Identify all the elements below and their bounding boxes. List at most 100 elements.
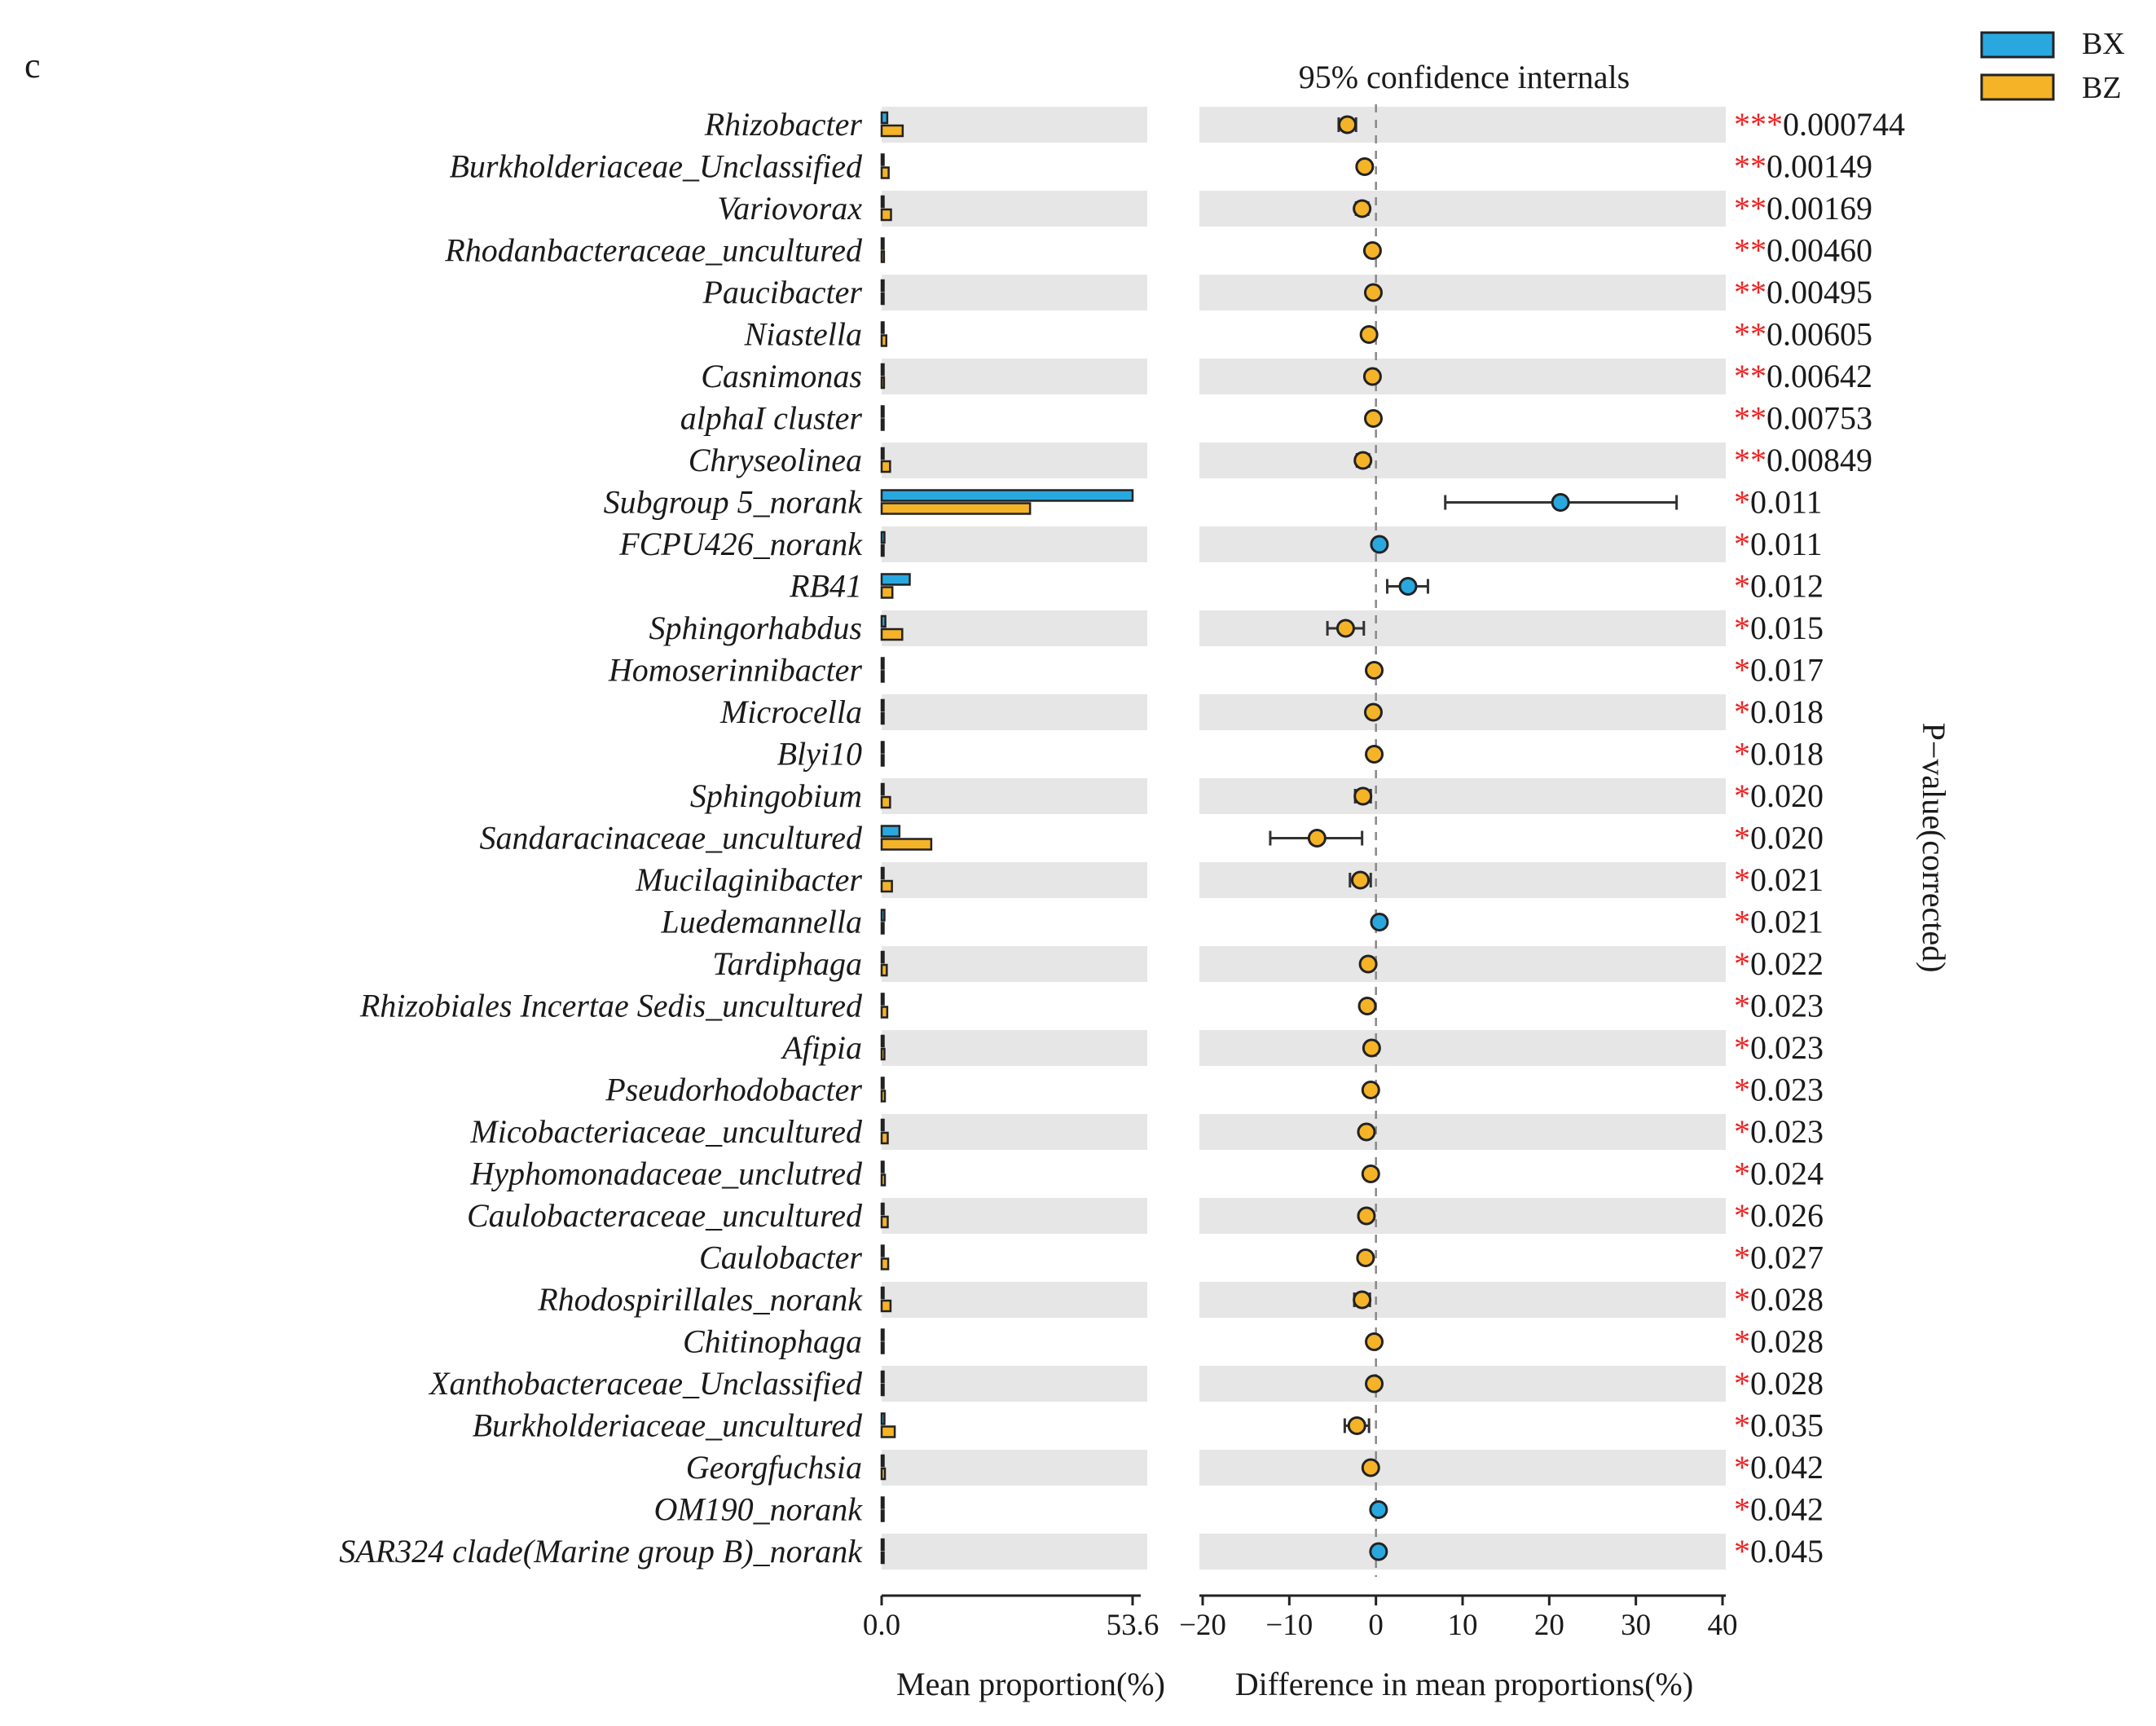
p-value: 0.028	[1750, 1281, 1824, 1318]
row-stripes	[882, 107, 1726, 1570]
p-value: 0.00149	[1767, 148, 1872, 185]
significance-stars: **	[1734, 148, 1767, 185]
taxon-label: Chitinophaga	[683, 1323, 862, 1360]
p-value-label: *0.012	[1734, 568, 1824, 605]
bar-bx	[880, 153, 885, 166]
significance-stars: *	[1734, 736, 1750, 773]
bar-bx	[880, 195, 885, 209]
p-value: 0.042	[1750, 1491, 1824, 1528]
bar-bx	[880, 1160, 885, 1173]
bar-bz	[880, 1090, 887, 1103]
bar-bx	[880, 1118, 885, 1132]
diff-row-stripe	[1199, 694, 1726, 730]
diff-row-stripe	[1199, 1450, 1726, 1486]
bar-bz	[880, 838, 933, 851]
bar-bz	[880, 208, 892, 222]
diff-row-stripe	[1199, 1366, 1726, 1402]
diff-row-stripe	[1199, 1534, 1726, 1570]
diff-point	[1398, 577, 1418, 596]
significance-stars: *	[1734, 945, 1750, 982]
bar-bz	[880, 586, 894, 599]
significance-stars: *	[1734, 1113, 1750, 1150]
p-value-label: *0.042	[1734, 1449, 1824, 1486]
p-value-label: *0.022	[1734, 945, 1824, 982]
bar-bz	[880, 711, 885, 725]
taxon-label: OM190_norank	[653, 1491, 863, 1528]
bar-bx	[880, 237, 885, 250]
p-value-label: *0.017	[1734, 652, 1824, 689]
bar-bz	[880, 1047, 886, 1061]
diff-point	[1370, 535, 1389, 554]
p-value: 0.015	[1750, 610, 1824, 646]
significance-stars: *	[1734, 1323, 1750, 1360]
confidence-interval-markers	[1269, 115, 1679, 1561]
bar-bz	[880, 1467, 887, 1481]
taxon-label: alphaI cluster	[680, 400, 863, 437]
bar-bz	[880, 1257, 890, 1270]
taxon-label: Variovorax	[717, 190, 862, 227]
bar-bx	[880, 1286, 885, 1300]
diff-row-stripe	[1199, 1030, 1726, 1066]
diff-row-stripe	[1199, 610, 1726, 646]
bar-row-stripe	[882, 778, 1147, 814]
p-value: 0.023	[1750, 1113, 1824, 1150]
p-value: 0.018	[1750, 693, 1824, 730]
p-value-label: *0.020	[1734, 820, 1824, 856]
bar-bx	[880, 489, 1134, 502]
diff-point	[1361, 1081, 1380, 1099]
p-value-label: *0.028	[1734, 1323, 1824, 1360]
p-value: 0.000744	[1783, 106, 1905, 143]
p-value: 0.023	[1750, 1029, 1824, 1066]
diff-row-stripe	[1199, 778, 1726, 814]
significance-stars: *	[1734, 610, 1750, 646]
p-value: 0.022	[1750, 945, 1824, 982]
diff-point	[1363, 702, 1383, 722]
bar-bz	[880, 963, 888, 977]
diff-point	[1551, 493, 1570, 512]
bar-row-stripe	[882, 1114, 1147, 1150]
taxon-label: Casnimonas	[701, 358, 862, 394]
p-value-label: *0.011	[1734, 526, 1823, 562]
p-value: 0.00753	[1767, 400, 1872, 437]
p-value: 0.045	[1750, 1533, 1824, 1570]
legend-label-bz: BZ	[2082, 71, 2122, 105]
p-value-label: *0.023	[1734, 1029, 1824, 1066]
significance-stars: *	[1734, 1533, 1750, 1570]
p-value-label: **0.00169	[1734, 190, 1872, 227]
bar-bx	[880, 1328, 885, 1341]
bar-row-stripe	[882, 275, 1147, 310]
p-value: 0.012	[1750, 568, 1824, 605]
significance-stars: *	[1734, 526, 1750, 562]
taxon-label: Homoserinnibacter	[608, 652, 863, 689]
diff-row-stripe	[1199, 107, 1726, 143]
diff-point	[1362, 1038, 1381, 1058]
bar-bx	[880, 782, 885, 796]
bar-bz	[880, 922, 885, 935]
p-value: 0.00642	[1767, 358, 1872, 394]
taxon-label: Hyphomonadaceae_unclutred	[469, 1156, 863, 1192]
p-value-label: *0.011	[1734, 484, 1823, 521]
bar-bx	[880, 866, 885, 880]
diff-point	[1362, 367, 1382, 386]
significance-stars: *	[1734, 1365, 1750, 1402]
p-value-label: **0.00605	[1734, 316, 1872, 353]
taxon-label: Microcella	[719, 693, 862, 730]
bar-bz	[880, 1383, 885, 1397]
p-value-label: *0.042	[1734, 1491, 1824, 1528]
significance-stars: **	[1734, 316, 1767, 353]
p-value-label: *0.045	[1734, 1533, 1824, 1570]
taxon-label: Caulobacter	[699, 1239, 862, 1276]
bar-bx	[880, 1412, 886, 1425]
diff-point	[1335, 619, 1355, 638]
diff-point	[1362, 241, 1382, 260]
bar-bz	[880, 1173, 887, 1187]
diff-point	[1365, 1374, 1384, 1394]
diff-point	[1363, 409, 1383, 428]
bar-row-stripe	[882, 1534, 1147, 1570]
bar-bz	[880, 670, 885, 683]
p-value-labels: ***0.000744**0.00149**0.00169**0.00460**…	[1734, 106, 1905, 1570]
bar-bx	[880, 279, 885, 293]
bar-bx	[880, 405, 885, 418]
significance-stars: **	[1734, 274, 1767, 310]
bar-bx	[880, 909, 886, 922]
